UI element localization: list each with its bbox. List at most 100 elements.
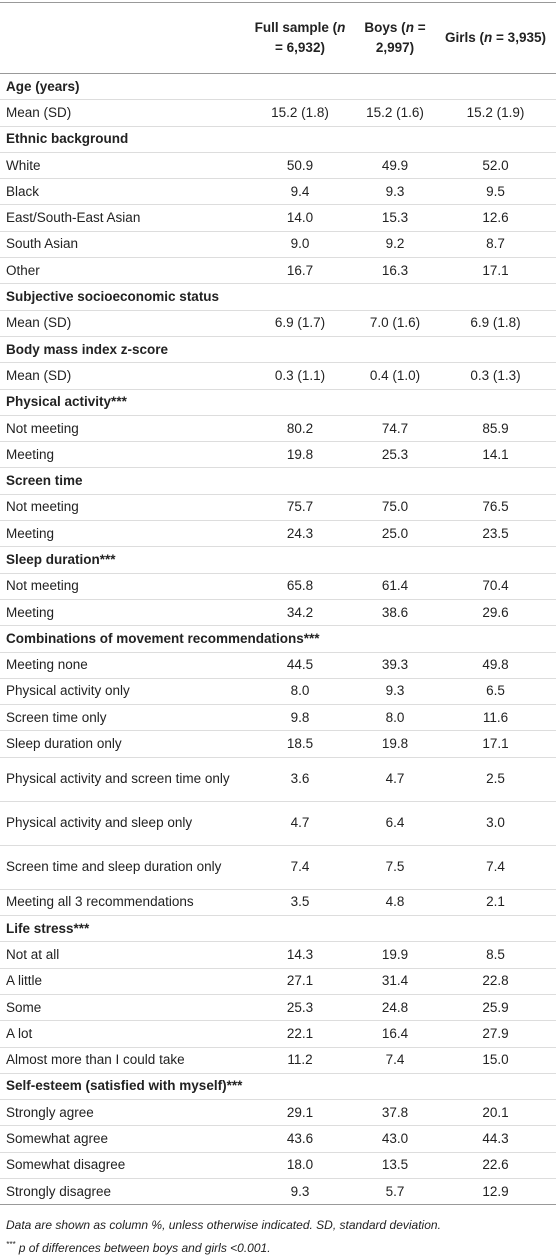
value-cell: 14.0 xyxy=(245,204,355,232)
value-cell: 11.6 xyxy=(435,704,556,732)
data-row: Meeting 34.2 38.6 29.6 xyxy=(0,599,556,627)
value-cell: 8.0 xyxy=(245,678,355,706)
value-cell: 20.1 xyxy=(435,1099,556,1127)
value-cell: 12.6 xyxy=(435,204,556,232)
value-cell: 80.2 xyxy=(245,415,355,443)
value-cell: 17.1 xyxy=(435,730,556,758)
value-cell: 25.9 xyxy=(435,994,556,1022)
value-cell: 23.5 xyxy=(435,520,556,548)
value-cell: 4.7 xyxy=(355,757,435,802)
row-label: Mean (SD) xyxy=(0,362,245,390)
row-label: Not meeting xyxy=(0,573,245,600)
header-italic: n xyxy=(337,20,346,35)
value-cell: 75.0 xyxy=(355,494,435,522)
value-cell: 39.3 xyxy=(355,652,435,679)
value-cell: 70.4 xyxy=(435,573,556,600)
header-cell: Girls (n = 3,935) xyxy=(435,3,556,74)
value-cell: 2.5 xyxy=(435,757,556,802)
row-label: Physical activity and screen time only xyxy=(0,757,245,802)
value-cell: 61.4 xyxy=(355,573,435,600)
data-row: Almost more than I could take 11.2 7.4 15.0 xyxy=(0,1047,556,1074)
section-title: Physical activity*** xyxy=(0,389,556,416)
value-cell: 38.6 xyxy=(355,599,435,627)
row-label: Somewhat disagree xyxy=(0,1152,245,1179)
value-cell: 13.5 xyxy=(355,1152,435,1179)
row-label: Sleep duration only xyxy=(0,730,245,758)
value-cell: 7.4 xyxy=(245,845,355,890)
section-title: Ethnic background xyxy=(0,126,556,153)
value-cell: 49.9 xyxy=(355,152,435,180)
data-row: South Asian 9.0 9.2 8.7 xyxy=(0,231,556,259)
value-cell: 24.8 xyxy=(355,994,435,1022)
value-cell: 8.5 xyxy=(435,941,556,969)
section-title: Screen time xyxy=(0,467,556,495)
header-text: Boys ( xyxy=(364,20,406,35)
header-text: Full sample ( xyxy=(254,20,338,35)
value-cell: 14.1 xyxy=(435,441,556,469)
value-cell: 6.9 (1.7) xyxy=(245,310,355,337)
value-cell: 0.4 (1.0) xyxy=(355,362,435,390)
row-label: Strongly disagree xyxy=(0,1178,245,1206)
section-title: Age (years) xyxy=(0,73,556,101)
value-cell: 16.3 xyxy=(355,257,435,285)
value-cell: 9.3 xyxy=(245,1178,355,1206)
value-cell: 44.5 xyxy=(245,652,355,679)
value-cell: 0.3 (1.3) xyxy=(435,362,556,390)
value-cell: 34.2 xyxy=(245,599,355,627)
header-text: = 2,997) xyxy=(375,20,426,55)
value-cell: 7.5 xyxy=(355,845,435,890)
value-cell: 3.0 xyxy=(435,801,556,846)
row-label: A lot xyxy=(0,1020,245,1048)
data-row: Mean (SD) 6.9 (1.7) 7.0 (1.6) 6.9 (1.8) xyxy=(0,310,556,337)
value-cell: 7.0 (1.6) xyxy=(355,310,435,337)
row-label: Not meeting xyxy=(0,415,245,443)
value-cell: 22.1 xyxy=(245,1020,355,1048)
value-cell: 19.9 xyxy=(355,941,435,969)
section-row: Sleep duration*** xyxy=(0,546,556,574)
value-cell: 6.5 xyxy=(435,678,556,706)
data-row: Physical activity and sleep only 4.7 6.4 3.… xyxy=(0,801,556,846)
value-cell: 31.4 xyxy=(355,968,435,995)
header-text: = 3,935) xyxy=(492,30,546,45)
value-cell: 27.1 xyxy=(245,968,355,995)
data-row: Meeting 19.8 25.3 14.1 xyxy=(0,441,556,469)
data-row: Somewhat agree 43.6 43.0 44.3 xyxy=(0,1125,556,1153)
value-cell: 43.0 xyxy=(355,1125,435,1153)
value-cell: 3.5 xyxy=(245,889,355,917)
row-label: Meeting xyxy=(0,520,245,548)
data-row: Meeting none 44.5 39.3 49.8 xyxy=(0,652,556,679)
row-label: Some xyxy=(0,994,245,1022)
data-row: Black 9.4 9.3 9.5 xyxy=(0,178,556,206)
value-cell: 4.7 xyxy=(245,801,355,846)
value-cell: 7.4 xyxy=(355,1047,435,1074)
data-row: Not meeting 80.2 74.7 85.9 xyxy=(0,415,556,443)
value-cell: 5.7 xyxy=(355,1178,435,1206)
row-label: Meeting none xyxy=(0,652,245,679)
section-title: Sleep duration*** xyxy=(0,546,556,574)
data-row: Not at all 14.3 19.9 8.5 xyxy=(0,941,556,969)
value-cell: 4.8 xyxy=(355,889,435,917)
header-cell: Boys (n = 2,997) xyxy=(355,3,435,74)
table-body: Age (years) Mean (SD) 15.2 (1.8) 15.2 (1.6)… xyxy=(0,73,556,1206)
value-cell: 14.3 xyxy=(245,941,355,969)
value-cell: 50.9 xyxy=(245,152,355,180)
value-cell: 8.7 xyxy=(435,231,556,259)
data-row: Sleep duration only 18.5 19.8 17.1 xyxy=(0,730,556,758)
row-label: Screen time only xyxy=(0,704,245,732)
row-label: Meeting xyxy=(0,599,245,627)
section-title: Combinations of movement recommendations… xyxy=(0,625,556,653)
section-row: Physical activity*** xyxy=(0,389,556,416)
data-row: Physical activity and screen time only 3.… xyxy=(0,757,556,802)
value-cell: 75.7 xyxy=(245,494,355,522)
value-cell: 6.9 (1.8) xyxy=(435,310,556,337)
value-cell: 49.8 xyxy=(435,652,556,679)
footnote-mark: *** xyxy=(6,1240,16,1250)
header-italic: n xyxy=(405,20,414,35)
value-cell: 3.6 xyxy=(245,757,355,802)
value-cell: 7.4 xyxy=(435,845,556,890)
value-cell: 17.1 xyxy=(435,257,556,285)
value-cell: 24.3 xyxy=(245,520,355,548)
header-text: = 6,932) xyxy=(275,40,325,55)
value-cell: 15.2 (1.9) xyxy=(435,99,556,127)
value-cell: 9.3 xyxy=(355,178,435,206)
